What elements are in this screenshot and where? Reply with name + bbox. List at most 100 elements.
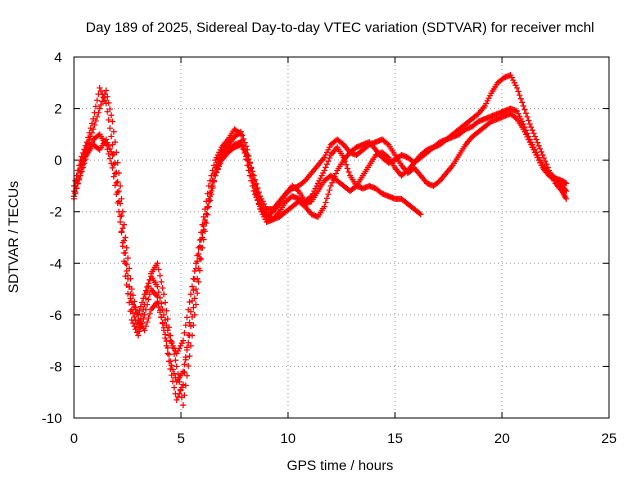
data-point [534, 139, 541, 146]
data-point [79, 149, 86, 156]
data-point [110, 161, 117, 168]
data-point [563, 180, 570, 187]
data-point [515, 88, 522, 95]
data-point [103, 87, 110, 94]
data-point [162, 299, 169, 306]
data-point [516, 92, 523, 99]
x-tick-label: 10 [280, 430, 296, 446]
data-point [76, 162, 83, 169]
data-point [144, 284, 151, 291]
y-tick-labels: -10 -8 -6 -4 -2 0 2 4 [42, 49, 62, 426]
data-point [254, 196, 261, 203]
data-point [321, 167, 328, 174]
data-point [106, 125, 113, 132]
data-point [90, 115, 97, 122]
data-point [163, 342, 170, 349]
data-point [255, 189, 262, 196]
data-point [117, 200, 124, 207]
data-point [181, 329, 188, 336]
data-point [74, 180, 81, 187]
data-point [384, 140, 391, 147]
data-point [214, 166, 221, 173]
data-point [189, 332, 196, 339]
data-point [520, 102, 527, 109]
data-point [321, 203, 328, 210]
data-point [97, 101, 104, 108]
data-point [176, 390, 183, 397]
data-point [185, 339, 192, 346]
data-point [248, 164, 255, 171]
y-axis-label: SDTVAR / TECUs [5, 181, 21, 293]
data-point [77, 157, 84, 164]
data-point [123, 244, 130, 251]
data-point [252, 176, 259, 183]
data-point [244, 151, 251, 158]
data-point [155, 289, 162, 296]
data-point [82, 142, 89, 149]
data-point [145, 282, 152, 289]
data-point [118, 228, 125, 235]
data-point [168, 362, 175, 369]
data-point [94, 97, 101, 104]
data-point [126, 284, 133, 291]
data-point [512, 114, 519, 121]
data-point [533, 136, 540, 143]
data-point [126, 265, 133, 272]
data-point [123, 261, 130, 268]
data-point [117, 219, 124, 226]
data-point [105, 142, 112, 149]
data-point [199, 244, 206, 251]
data-point [127, 275, 134, 282]
data-point [132, 317, 139, 324]
y-tick-label: -6 [50, 307, 63, 323]
x-tick-label: 25 [601, 430, 617, 446]
data-point [326, 155, 333, 162]
data-point [182, 382, 189, 389]
data-point [192, 265, 199, 272]
data-point [522, 110, 529, 117]
data-point [82, 156, 89, 163]
data-point [217, 160, 224, 167]
data-point [191, 276, 198, 283]
data-point [187, 342, 194, 349]
data-point [144, 319, 151, 326]
data-point [182, 322, 189, 329]
data-point [135, 332, 142, 339]
y-tick-label: 4 [54, 49, 62, 65]
data-point [254, 184, 261, 191]
data-point [239, 132, 246, 139]
x-tick-label: 15 [387, 430, 403, 446]
data-point [112, 160, 119, 167]
data-point [115, 188, 122, 195]
data-point [146, 276, 153, 283]
data-point [209, 184, 216, 191]
data-point [103, 100, 110, 107]
data-point [157, 307, 164, 314]
data-point [97, 88, 104, 95]
data-point [255, 201, 262, 208]
data-point [344, 165, 351, 172]
data-point [524, 113, 531, 120]
data-point [155, 300, 162, 307]
data-point [105, 116, 112, 123]
data-point [203, 220, 210, 227]
data-point [126, 299, 133, 306]
data-point [135, 324, 142, 331]
data-point [191, 311, 198, 318]
data-point [108, 112, 115, 119]
data-point [531, 133, 538, 140]
data-point [538, 148, 545, 155]
data-point [136, 320, 143, 327]
data-point [250, 172, 257, 179]
data-point [325, 158, 332, 165]
data-point [109, 151, 116, 158]
data-point [109, 141, 116, 148]
data-point [343, 161, 350, 168]
x-tick-label: 5 [177, 430, 185, 446]
data-point [135, 311, 142, 318]
data-point [189, 297, 196, 304]
data-point [166, 351, 173, 358]
data-point [131, 313, 138, 320]
data-point [181, 361, 188, 368]
data-point [563, 195, 570, 202]
